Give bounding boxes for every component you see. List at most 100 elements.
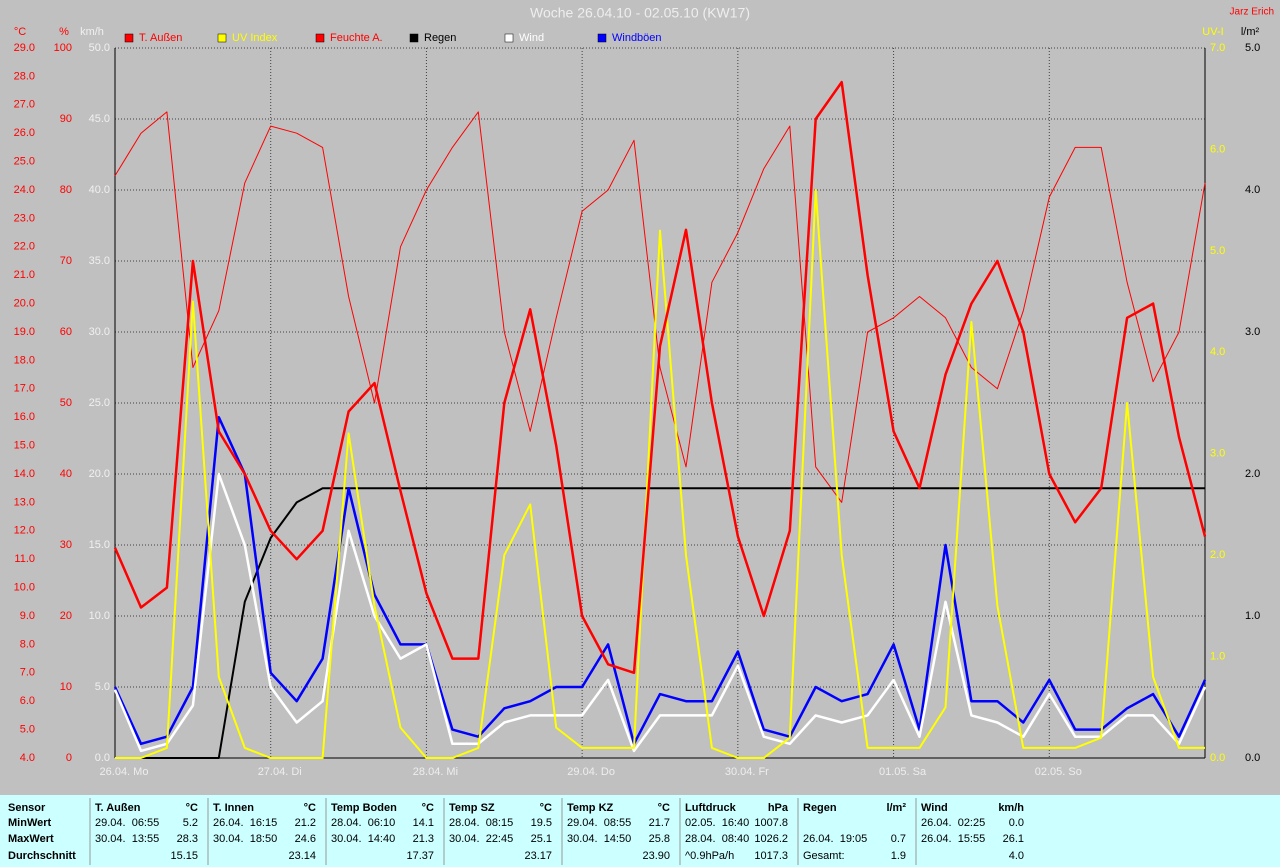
- cell-value: 26.1: [1003, 833, 1024, 845]
- cell-value: 23.17: [524, 850, 552, 862]
- y-tick-label: 50.0: [89, 42, 110, 54]
- legend-label: Windböen: [612, 32, 662, 44]
- y-tick-label: 70: [60, 255, 72, 267]
- column-header: Temp Boden: [331, 802, 397, 814]
- legend-label: UV Index: [232, 32, 278, 44]
- y-tick-label: 3.0: [1210, 448, 1225, 460]
- y-tick-label: 4.0: [1245, 184, 1260, 196]
- y-tick-label: 23.0: [14, 212, 35, 224]
- table: Sensor MinWert MaxWert Durchschnitt T. Außen…: [8, 798, 1024, 865]
- y-tick-label: 30.0: [89, 326, 110, 338]
- x-tick-label: 29.04. Do: [567, 766, 615, 778]
- y-tick-label: 0.0: [1245, 752, 1260, 764]
- axis-unit-label: l/m²: [1241, 26, 1260, 38]
- cell-value: 17.37: [406, 850, 434, 862]
- y-tick-label: 5.0: [95, 681, 110, 693]
- cell-value: 19.5: [531, 817, 552, 829]
- row-label: Durchschnitt: [8, 850, 76, 862]
- cell-value: 21.2: [295, 817, 316, 829]
- cell-value: 25.1: [531, 833, 552, 845]
- author: Jarz Erich: [1230, 7, 1274, 18]
- y-tick-label: 6.0: [1210, 143, 1225, 155]
- y-tick-label: 90: [60, 113, 72, 125]
- y-tick-label: 21.0: [14, 269, 35, 281]
- y-tick-label: 10: [60, 681, 72, 693]
- y-tick-label: 4.0: [1210, 346, 1225, 358]
- column-header: Regen: [803, 802, 837, 814]
- cell-value: 14.1: [413, 817, 434, 829]
- y-tick-label: 5.0: [1245, 42, 1260, 54]
- series-group: [113, 80, 1207, 759]
- cell-date: 30.04. 22:45: [449, 833, 513, 845]
- cell-date: 29.04. 06:55: [95, 817, 159, 829]
- cell-date: 28.04. 08:40: [685, 833, 749, 845]
- cell-date: 30.04. 14:50: [567, 833, 631, 845]
- table-background: [0, 795, 1280, 867]
- y-tick-label: 9.0: [20, 610, 35, 622]
- cell-date: ^0.9hPa/h: [685, 850, 734, 862]
- cell-date: 28.04. 06:10: [331, 817, 395, 829]
- cell-date: 26.04. 19:05: [803, 833, 867, 845]
- y-tick-label: 20: [60, 610, 72, 622]
- cell-value: 15.15: [170, 850, 198, 862]
- y-tick-label: 0: [66, 752, 72, 764]
- series-line: [113, 472, 1207, 753]
- axis-unit-label: km/h: [80, 26, 104, 38]
- cell-date: 26.04. 02:25: [921, 817, 985, 829]
- column-unit: hPa: [768, 802, 789, 814]
- legend-label: Wind: [519, 32, 544, 44]
- y-tick-label: 15.0: [14, 440, 35, 452]
- cell-value: 1.9: [891, 850, 906, 862]
- cell-value: 1026.2: [754, 833, 788, 845]
- y-tick-label: 1.0: [1210, 650, 1225, 662]
- cell-date: 30.04. 14:40: [331, 833, 395, 845]
- legend-swatch: [504, 33, 514, 43]
- y-tick-label: 10.0: [89, 610, 110, 622]
- column-header: T. Innen: [213, 802, 254, 814]
- cell-value: 1007.8: [754, 817, 788, 829]
- row-label: MaxWert: [8, 833, 54, 845]
- y-tick-label: 5.0: [1210, 245, 1225, 257]
- axis-unit-label: %: [59, 26, 69, 38]
- legend-label: Feuchte A.: [330, 32, 383, 44]
- y-tick-label: 13.0: [14, 496, 35, 508]
- x-tick-label: 26.04. Mo: [100, 766, 149, 778]
- y-tick-label: 16.0: [14, 411, 35, 423]
- y-tick-label: 7.0: [1210, 42, 1225, 54]
- y-tick-label: 20.0: [14, 298, 35, 310]
- cell-value: 1017.3: [754, 850, 788, 862]
- y-tick-label: 0.0: [1210, 752, 1225, 764]
- y-tick-label: 12.0: [14, 525, 35, 537]
- legend-swatch: [409, 33, 419, 43]
- cell-value: 0.0: [1009, 817, 1024, 829]
- column-unit: °C: [658, 802, 670, 814]
- cell-value: 23.90: [642, 850, 670, 862]
- y-tick-label: 50: [60, 397, 72, 409]
- y-tick-label: 0.0: [95, 752, 110, 764]
- series-line: [114, 111, 1206, 503]
- grid: [115, 47, 1205, 759]
- column-unit: °C: [422, 802, 434, 814]
- cell-value: 21.7: [649, 817, 670, 829]
- y-tick-label: 2.0: [1210, 549, 1225, 561]
- cell-value: 21.3: [413, 833, 434, 845]
- cell-date: 02.05. 16:40: [685, 817, 749, 829]
- cell-date: 30.04. 18:50: [213, 833, 277, 845]
- column-unit: °C: [540, 802, 552, 814]
- y-tick-label: 10.0: [14, 582, 35, 594]
- series-line: [115, 189, 1205, 759]
- y-tick-label: 27.0: [14, 99, 35, 111]
- series-line: [113, 415, 1207, 746]
- y-tick-label: 30: [60, 539, 72, 551]
- y-tick-label: 11.0: [14, 553, 35, 565]
- cell-value: 24.6: [295, 833, 316, 845]
- y-tick-label: 2.0: [1245, 468, 1260, 480]
- legend-label: T. Außen: [139, 32, 182, 44]
- cell-value: 23.14: [288, 850, 316, 862]
- series-line: [115, 487, 1205, 759]
- legend-label: Regen: [424, 32, 456, 44]
- cell-date: 26.04. 15:55: [921, 833, 985, 845]
- x-tick-label: 02.05. So: [1035, 766, 1082, 778]
- x-tick-label: 28.04. Mi: [413, 766, 458, 778]
